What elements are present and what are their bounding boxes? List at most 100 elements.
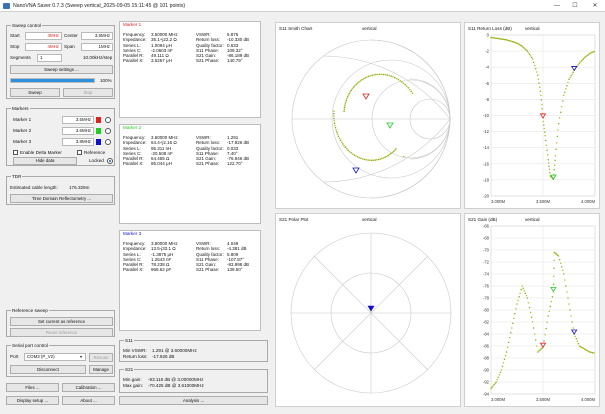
stop-button[interactable]: Stop [63, 88, 113, 97]
smith-trace-point [395, 148, 397, 150]
marker-value-key: VSWR: [196, 241, 211, 246]
smith-trace-point [397, 78, 400, 81]
trace-point [524, 48, 527, 50]
start-input[interactable]: 3MHz [25, 32, 62, 40]
marker-value-text: -10.330 dB [227, 37, 250, 43]
segments-input[interactable]: 1 [37, 54, 62, 62]
y-tick-label: -20 [483, 194, 490, 199]
display-setup-button[interactable]: Display setup ... [6, 396, 59, 405]
trace-point [565, 285, 567, 287]
smith-trace-point [367, 75, 370, 78]
marker-value-text: 1.2643 nF [151, 256, 172, 262]
trace-point [519, 292, 521, 294]
analysis-button[interactable]: Analysis ... [119, 396, 268, 405]
trace-point [524, 292, 527, 294]
marker-2-color[interactable] [96, 128, 101, 134]
marker-value-text: -76.946 dB [227, 156, 250, 162]
port-select[interactable]: COM3 (P_V2) [24, 353, 86, 361]
manage-button[interactable]: Manage [89, 365, 113, 374]
enable-delta-checkbox[interactable] [13, 150, 18, 155]
trace-point [559, 262, 562, 264]
marker-2-label: Marker 2 [13, 128, 32, 133]
marker-3-radio[interactable] [105, 139, 111, 145]
marker-value-row: Return loss: -17.926 dB [196, 140, 249, 146]
marker-1-left-values: Frequency: 3.50000 MHz Impedance: 35.1+j22.… [123, 32, 178, 64]
reference-checkbox[interactable] [77, 150, 82, 155]
y-tick-label: -82 [483, 320, 490, 325]
locked-toggle[interactable] [107, 158, 113, 164]
minimize-button[interactable]: — [554, 3, 560, 9]
trace-point [529, 55, 532, 57]
marker-value-row: Frequency: 3.60000 MHz [123, 135, 178, 140]
x-tick-label: 3.000M [491, 199, 505, 204]
locked-label: Locked [89, 158, 104, 163]
marker-value-row: S21 Gain: -83.998 dB [196, 262, 249, 267]
trace-point [584, 348, 587, 351]
marker-value-row: VSWR: 1.291 [196, 135, 238, 140]
marker-3-frequency[interactable]: 3.8MHz [62, 138, 94, 146]
sweep-control-title: Sweep control [11, 23, 43, 28]
marker-1-frequency[interactable]: 3.5MHz [62, 116, 94, 124]
marker-3-label: Marker 3 [13, 139, 32, 144]
marker-2-frequency[interactable]: 3.6MHz [62, 127, 94, 135]
smith-trace-point [404, 83, 406, 86]
smith-trace-point [345, 99, 348, 102]
stop-input[interactable]: 4MHz [25, 43, 62, 51]
marker-1-color[interactable] [96, 117, 101, 123]
smith-trace-point [334, 124, 336, 127]
maximize-button[interactable]: ☐ [572, 3, 578, 9]
marker-value-row: S21 Phase: 140.79° [196, 58, 243, 63]
rescan-button[interactable]: Rescan [89, 353, 113, 362]
trace-point [565, 88, 567, 90]
trace-point [553, 267, 555, 269]
trace-point [583, 56, 586, 59]
marker-2-radio[interactable] [105, 128, 111, 134]
marker-value-text: -107.87° [227, 256, 245, 262]
span-input[interactable]: 1MHz [81, 43, 113, 51]
trace-point [567, 81, 569, 84]
serial-port-title: Serial port control [11, 343, 50, 348]
smith-trace-point [352, 86, 355, 88]
trace-point [499, 371, 502, 374]
smith-trace-point [355, 83, 357, 86]
y-tick-label: -66 [483, 224, 490, 229]
trace-point [544, 134, 546, 137]
disconnect-button[interactable]: Disconnect [10, 365, 86, 374]
set-reference-button[interactable]: Set current as reference [10, 317, 113, 326]
marker-value-row: Return loss: -4.381 dB [196, 246, 247, 251]
tdr-button[interactable]: Time Domain Reflectometry ... [10, 194, 113, 203]
center-input[interactable]: 3.5MHz [81, 32, 113, 40]
trace-point [498, 374, 501, 376]
marker-1-radio[interactable] [105, 117, 111, 123]
smith-chart-panel: S11 Smith Chart vertical [275, 22, 461, 209]
marker-value-text: 3.50000 MHz [151, 32, 178, 37]
s21-gain-svg: -66 -68 -70 -72 -74 -76 -78 -80 -82 -84 -86 -88 -90 -… [483, 224, 596, 403]
marker-value-row: Series C: -20.508 nF [123, 151, 173, 156]
close-button[interactable]: ✕ [592, 3, 598, 9]
marker-value-key: Return loss: [196, 140, 221, 146]
min-gain-label: Min gain: [123, 377, 142, 382]
marker-3-color[interactable] [96, 139, 101, 145]
sweep-settings-button[interactable]: Sweep settings ... [10, 65, 113, 74]
trace-point [569, 309, 571, 311]
trace-point [593, 50, 595, 53]
hide-data-button[interactable]: Hide data [13, 157, 77, 165]
trace-point [504, 354, 507, 357]
trace-point [508, 336, 511, 339]
smith-trace-point [382, 157, 385, 159]
trace-point [490, 387, 492, 390]
smith-trace-point [371, 74, 373, 77]
files-button[interactable]: Files ... [6, 383, 59, 392]
marker-value-key: Frequency: [123, 32, 146, 37]
sweep-button[interactable]: Sweep [10, 88, 60, 97]
smith-x-arc [409, 118, 451, 160]
smith-trace-point [358, 81, 360, 83]
reset-reference-button[interactable]: Reset reference [10, 328, 113, 337]
trace-point [586, 54, 589, 56]
trace-point [568, 303, 570, 305]
smith-trace-point [372, 159, 375, 161]
trace-point [564, 91, 566, 93]
about-button[interactable]: About ... [62, 396, 115, 405]
smith-trace-point [343, 144, 345, 147]
calibration-button[interactable]: Calibration ... [62, 383, 115, 392]
